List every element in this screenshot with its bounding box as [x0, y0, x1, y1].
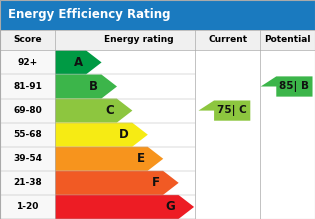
Polygon shape: [55, 195, 194, 219]
Text: D: D: [119, 128, 129, 141]
Bar: [0, 147, 55, 171]
Text: 39-54: 39-54: [13, 154, 42, 163]
Bar: [0, 171, 55, 195]
Text: Energy Efficiency Rating: Energy Efficiency Rating: [8, 8, 170, 21]
Bar: [0, 99, 55, 123]
Polygon shape: [261, 76, 312, 97]
Bar: [0, 195, 55, 219]
Polygon shape: [55, 123, 148, 147]
Text: A: A: [74, 56, 83, 69]
Polygon shape: [198, 101, 250, 121]
Text: Score: Score: [13, 35, 42, 44]
Text: Energy rating: Energy rating: [104, 35, 174, 44]
Text: 1-20: 1-20: [16, 202, 39, 212]
Bar: [0, 30, 315, 50]
Polygon shape: [55, 50, 101, 74]
Bar: [0, 50, 55, 74]
Text: Potential: Potential: [264, 35, 311, 44]
Bar: [0, 0, 315, 30]
Bar: [0, 123, 55, 147]
Text: 69-80: 69-80: [13, 106, 42, 115]
Text: C: C: [105, 104, 114, 117]
Text: 81-91: 81-91: [13, 82, 42, 91]
Polygon shape: [55, 147, 163, 171]
Text: E: E: [136, 152, 145, 165]
Polygon shape: [55, 171, 179, 195]
Text: G: G: [166, 200, 175, 214]
Polygon shape: [55, 74, 117, 99]
Text: 92+: 92+: [17, 58, 38, 67]
Text: 75| C: 75| C: [217, 105, 247, 116]
Text: 85| B: 85| B: [279, 81, 309, 92]
Text: 21-38: 21-38: [13, 178, 42, 187]
Text: B: B: [89, 80, 98, 93]
Text: 55-68: 55-68: [13, 130, 42, 139]
Text: F: F: [152, 176, 160, 189]
Polygon shape: [55, 99, 132, 123]
Text: Current: Current: [208, 35, 247, 44]
Bar: [0, 74, 55, 99]
